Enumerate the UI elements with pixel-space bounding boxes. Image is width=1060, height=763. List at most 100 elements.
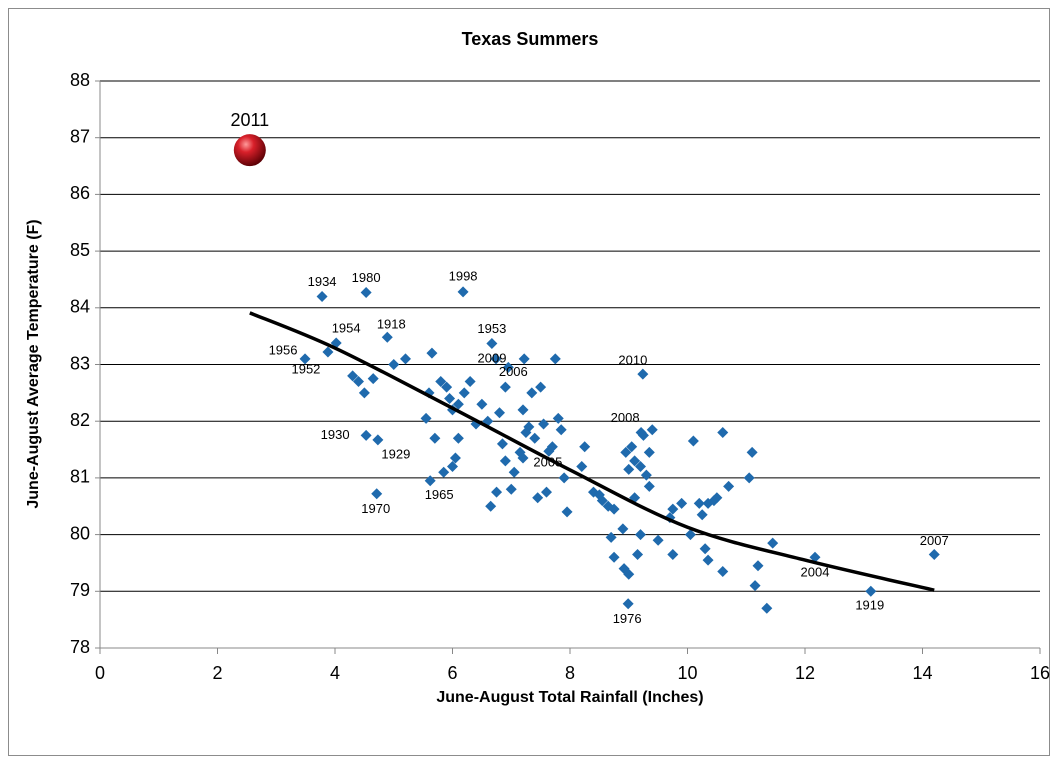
data-point [558,472,570,484]
data-point [623,463,635,475]
data-point [608,503,620,515]
data-point [552,412,564,424]
x-tick-label: 4 [330,663,340,683]
data-point [555,424,567,436]
data-point [667,503,679,515]
x-tick-label: 12 [795,663,815,683]
data-point [426,347,438,359]
data-point [549,353,561,365]
point-label: 2010 [618,353,647,368]
data-point [761,602,773,614]
data-point [372,434,384,446]
data-point [502,361,514,373]
point-label: 1998 [449,268,478,283]
data-point [424,475,436,487]
data-point [400,353,411,365]
data-point [576,461,588,473]
data-point [485,500,497,512]
data-point [629,455,641,467]
data-point [452,398,464,410]
point-label: 1919 [855,598,884,613]
data-point [538,418,550,430]
data-point [667,548,679,560]
data-point [499,381,511,393]
data-point [494,407,505,419]
data-point [646,424,658,436]
data-point [635,529,646,541]
point-label: 1956 [269,342,298,357]
data-point [640,469,652,481]
data-point [717,427,729,439]
x-tick-label: 10 [677,663,697,683]
trendline [249,311,935,592]
data-point [358,387,370,399]
data-point [643,446,655,458]
data-point [371,488,383,500]
data-point [526,387,538,399]
point-label: 2007 [920,533,949,548]
data-point [347,370,359,382]
data-point [367,373,379,385]
point-label: 1934 [308,274,337,289]
data-point [458,387,470,399]
data-point [491,486,503,498]
data-point [438,466,450,478]
data-point [429,432,441,444]
y-tick-label: 79 [70,580,90,600]
point-label: 1976 [613,611,642,626]
x-tick-label: 8 [565,663,575,683]
point-label: 1954 [332,320,361,335]
data-point [696,509,708,521]
data-point [517,404,529,416]
data-point [622,598,634,610]
point-label: 1929 [381,446,410,461]
data-point [617,523,629,535]
data-point [535,381,547,393]
point-label: 1965 [425,487,454,502]
data-point [532,492,544,504]
chart-title: Texas Summers [462,29,599,49]
chart-frame [8,8,1050,756]
data-point [684,529,696,541]
data-point [322,346,334,358]
data-point [561,506,573,518]
x-tick-label: 16 [1030,663,1050,683]
y-tick-label: 82 [70,410,90,430]
data-point [490,353,502,365]
data-point [299,353,311,365]
data-point [541,486,552,498]
data-point [420,412,432,424]
y-tick-label: 85 [70,240,90,260]
data-point [687,435,699,447]
data-point [626,441,638,453]
y-tick-label: 78 [70,637,90,657]
point-label: 2008 [611,410,640,425]
plot: 78 79 80 81 82 83 84 85 86 87 88 0 2 4 6 8 10 12 14 16 1934 1… [70,70,1050,683]
point-label: 2005 [533,455,562,470]
point-label: 2006 [499,364,528,379]
y-tick-label: 80 [70,523,90,543]
x-tick-label: 2 [212,663,222,683]
y-tick-label: 81 [70,467,90,487]
data-point [749,580,761,592]
data-point [464,376,476,388]
data-point [546,441,558,453]
data-point [449,452,461,464]
data-point [529,432,541,444]
data-point [702,554,714,566]
data-point [381,331,393,343]
data-point [693,497,705,509]
data-point [711,492,723,504]
point-label: 2004 [801,565,830,580]
point-label: 1918 [377,317,406,332]
data-point [717,565,729,577]
data-point [620,446,632,458]
data-point [316,290,328,302]
x-tick-label: 14 [912,663,932,683]
point-label: 1952 [291,361,320,376]
x-axis-label: June-August Total Rainfall (Inches) [436,689,703,706]
data-point [360,429,372,441]
data-point [353,376,364,388]
data-point [517,452,529,464]
